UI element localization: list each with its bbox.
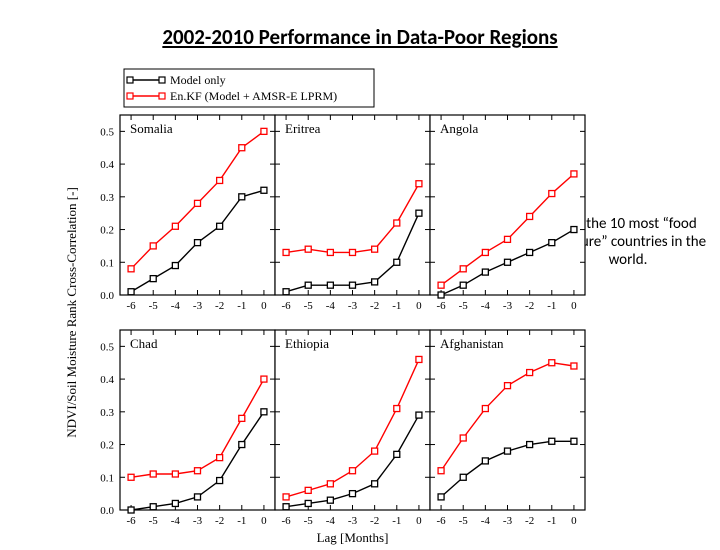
svg-text:-6: -6: [436, 300, 446, 312]
svg-text:0.3: 0.3: [100, 192, 114, 204]
svg-text:0.2: 0.2: [100, 225, 114, 237]
svg-text:-3: -3: [193, 300, 203, 312]
svg-text:0.3: 0.3: [100, 407, 114, 419]
svg-text:0: 0: [571, 300, 577, 312]
svg-text:-2: -2: [525, 300, 534, 312]
svg-text:0: 0: [416, 300, 422, 312]
svg-text:-2: -2: [215, 515, 224, 527]
svg-text:-2: -2: [525, 515, 534, 527]
svg-text:-3: -3: [503, 300, 513, 312]
svg-text:Afghanistan: Afghanistan: [440, 336, 504, 351]
svg-text:-5: -5: [304, 300, 314, 312]
svg-text:Chad: Chad: [130, 336, 158, 351]
svg-text:0.0: 0.0: [100, 505, 114, 517]
svg-text:Lag [Months]: Lag [Months]: [317, 530, 389, 545]
svg-text:-6: -6: [436, 515, 446, 527]
svg-text:-6: -6: [126, 515, 136, 527]
svg-text:0: 0: [261, 300, 267, 312]
svg-text:-4: -4: [481, 515, 491, 527]
svg-text:-2: -2: [215, 300, 224, 312]
svg-text:Model only: Model only: [170, 73, 226, 87]
svg-text:-1: -1: [237, 515, 246, 527]
svg-text:-4: -4: [326, 300, 336, 312]
svg-text:0: 0: [571, 515, 577, 527]
performance-chart: Model only En.KF (Model + AMSR-E LPRM) 0.0…: [60, 65, 595, 550]
svg-text:En.KF (Model + AMSR-E LPRM): En.KF (Model + AMSR-E LPRM): [170, 89, 337, 103]
svg-text:0.5: 0.5: [100, 341, 114, 353]
svg-text:-4: -4: [171, 515, 181, 527]
svg-text:-1: -1: [392, 515, 401, 527]
svg-text:-3: -3: [348, 515, 358, 527]
svg-text:-4: -4: [326, 515, 336, 527]
svg-text:-3: -3: [193, 515, 203, 527]
svg-text:-1: -1: [547, 300, 556, 312]
svg-text:0.1: 0.1: [100, 257, 114, 269]
page-title: 2002-2010 Performance in Data-Poor Regio…: [0, 24, 720, 50]
svg-text:NDVI/Soil Moisture Rank Cross-: NDVI/Soil Moisture Rank Cross-Correlatio…: [64, 187, 79, 438]
svg-text:-1: -1: [392, 300, 401, 312]
svg-text:0: 0: [261, 515, 267, 527]
svg-text:Ethiopia: Ethiopia: [285, 336, 329, 351]
svg-text:-5: -5: [459, 300, 469, 312]
svg-text:Somalia: Somalia: [130, 121, 173, 136]
svg-text:0.5: 0.5: [100, 126, 114, 138]
svg-text:-4: -4: [171, 300, 181, 312]
svg-text:-5: -5: [149, 300, 159, 312]
svg-text:-3: -3: [348, 300, 358, 312]
svg-text:0.4: 0.4: [100, 374, 114, 386]
svg-text:0.0: 0.0: [100, 290, 114, 302]
svg-text:-4: -4: [481, 300, 491, 312]
svg-text:0.1: 0.1: [100, 472, 114, 484]
svg-text:-5: -5: [459, 515, 469, 527]
svg-text:Angola: Angola: [440, 121, 479, 136]
svg-text:-1: -1: [237, 300, 246, 312]
svg-text:-2: -2: [370, 300, 379, 312]
svg-text:-3: -3: [503, 515, 513, 527]
svg-text:0.4: 0.4: [100, 159, 114, 171]
svg-text:-2: -2: [370, 515, 379, 527]
svg-text:-6: -6: [126, 300, 136, 312]
svg-text:-1: -1: [547, 515, 556, 527]
svg-text:Eritrea: Eritrea: [285, 121, 321, 136]
svg-text:-6: -6: [281, 300, 291, 312]
svg-text:0.2: 0.2: [100, 440, 114, 452]
svg-text:-6: -6: [281, 515, 291, 527]
svg-text:0: 0: [416, 515, 422, 527]
svg-text:-5: -5: [149, 515, 159, 527]
svg-text:-5: -5: [304, 515, 314, 527]
